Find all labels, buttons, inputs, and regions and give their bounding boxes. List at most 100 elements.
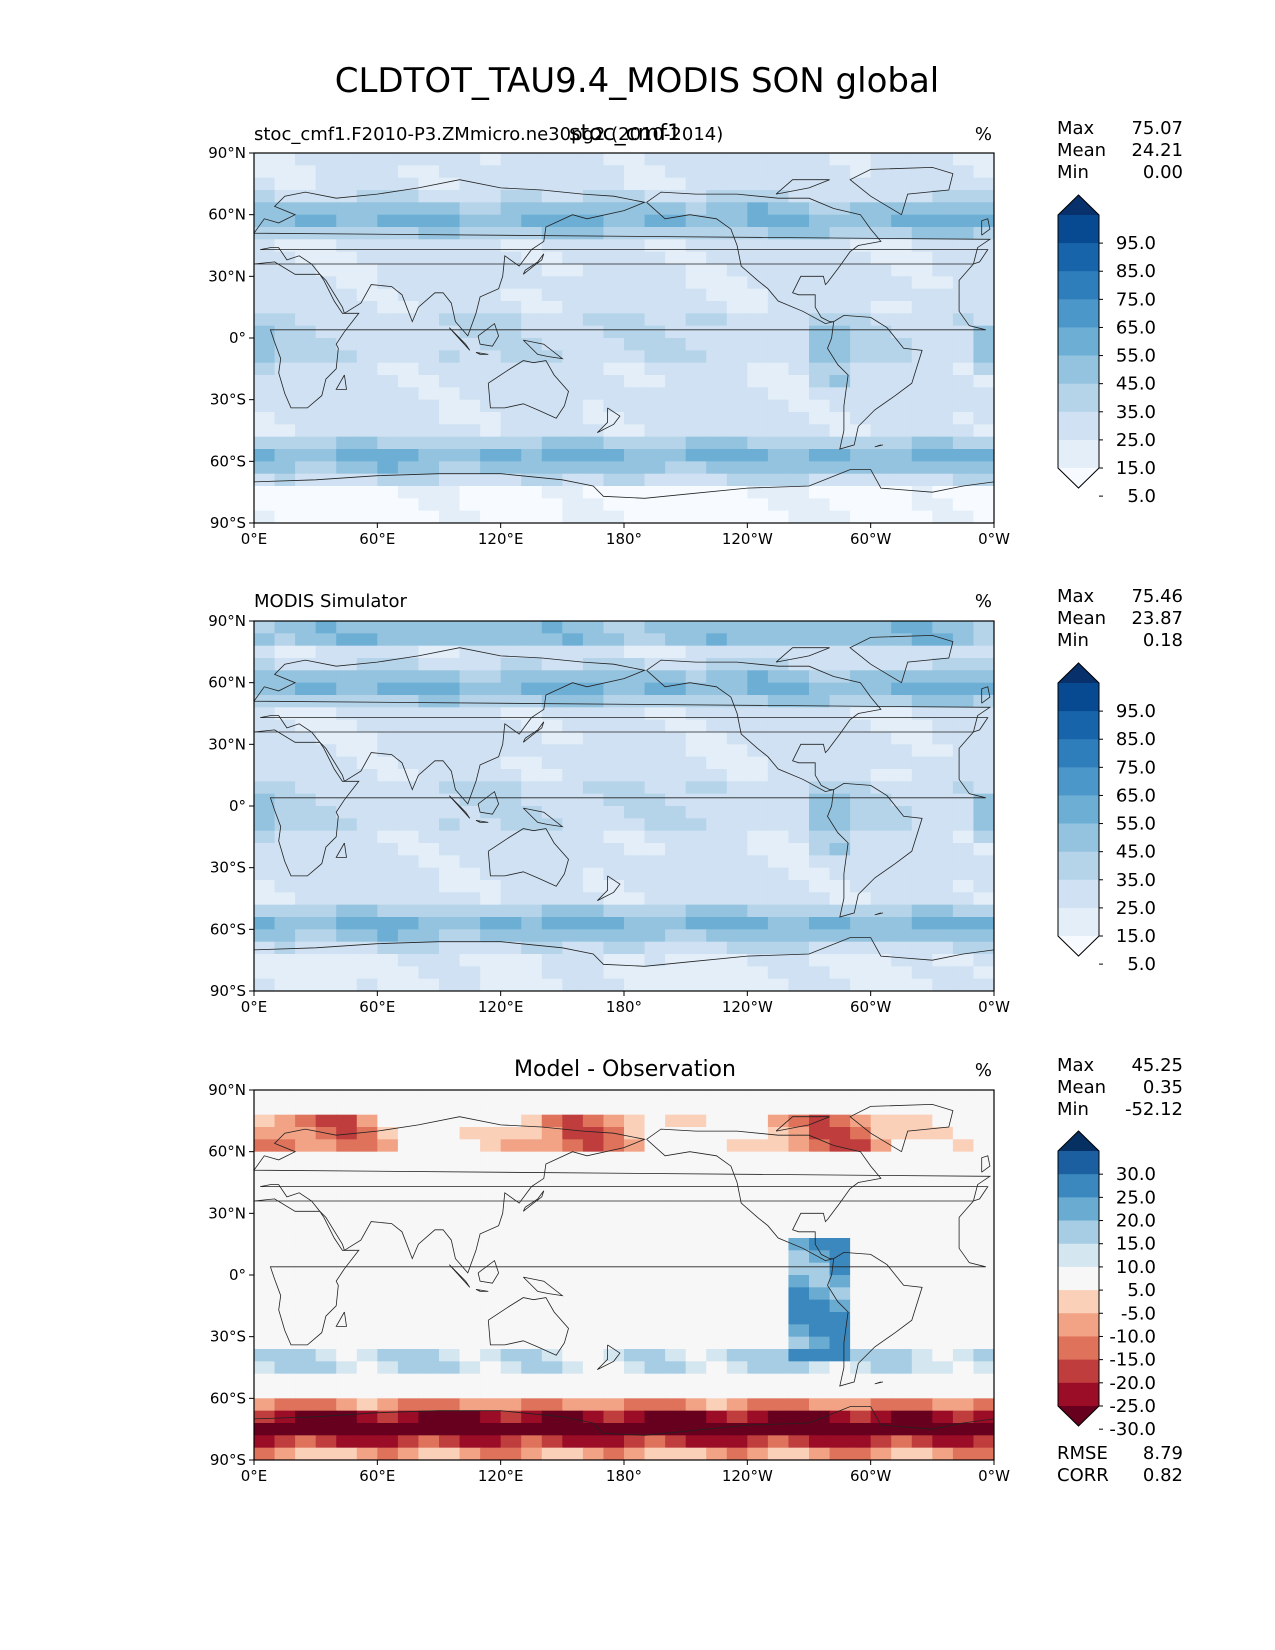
- heatmap-cell: [665, 719, 687, 733]
- heatmap-cell: [439, 165, 461, 179]
- heatmap-cell: [418, 1423, 440, 1436]
- heatmap-cell: [891, 449, 913, 462]
- heatmap-cell: [706, 486, 728, 499]
- heatmap-cell: [439, 1447, 461, 1460]
- heatmap-cell: [439, 756, 461, 770]
- heatmap-cell: [829, 744, 851, 758]
- heatmap-cell: [418, 338, 440, 351]
- heatmap-cell: [706, 153, 728, 166]
- heatmap-cell: [541, 855, 563, 869]
- heatmap-cell: [397, 498, 420, 512]
- heatmap-cell: [685, 1127, 707, 1140]
- heatmap-cell: [336, 917, 358, 930]
- heatmap-cell: [295, 165, 317, 179]
- heatmap-cell: [952, 1299, 975, 1313]
- heatmap-cell: [562, 288, 584, 302]
- heatmap-cell: [603, 177, 625, 191]
- heatmap-cell: [726, 1299, 748, 1313]
- heatmap-cell: [603, 818, 625, 832]
- heatmap-cell: [439, 1213, 461, 1227]
- axis-ticks: 0°E 60°E 120°E 180° 120°W 60°W 0°W90°N60°N30°N…: [208, 1081, 1010, 1485]
- heatmap-cell: [932, 695, 954, 708]
- heatmap-cell: [377, 1250, 399, 1264]
- heatmap-cell: [315, 276, 337, 290]
- heatmap-cell: [726, 658, 748, 671]
- heatmap-cell: [850, 719, 872, 733]
- heatmap-cell: [726, 1188, 748, 1202]
- heatmap-cell: [541, 1361, 563, 1375]
- heatmap-cell: [706, 867, 728, 881]
- heatmap-cell: [295, 301, 317, 314]
- heatmap-cell: [850, 1324, 872, 1338]
- heatmap-cell: [788, 214, 810, 228]
- heatmap-cell: [747, 1336, 769, 1350]
- heatmap-cell: [295, 424, 317, 438]
- heatmap-cell: [521, 202, 543, 216]
- heatmap-cell: [685, 1139, 707, 1153]
- heatmap-cell: [829, 756, 851, 770]
- heatmap-cell: [315, 954, 337, 967]
- heatmap-cell: [644, 1287, 666, 1301]
- heatmap-cell: [418, 412, 440, 425]
- heatmap-cell: [829, 892, 851, 906]
- heatmap-cell: [644, 264, 666, 277]
- heatmap-cell: [480, 719, 502, 733]
- heatmap-cell: [726, 1151, 748, 1165]
- heatmap-cell: [459, 1176, 481, 1190]
- heatmap-cell: [624, 301, 646, 314]
- heatmap-cell: [439, 1435, 461, 1449]
- heatmap-cell: [952, 941, 975, 955]
- heatmap-cell: [418, 301, 440, 314]
- heatmap-cell: [254, 1188, 276, 1202]
- heatmap-cell: [603, 1435, 625, 1449]
- heatmap-cell: [603, 645, 625, 659]
- x-tick-label: 120°W: [722, 530, 773, 548]
- heatmap-cell: [644, 461, 666, 475]
- heatmap-cell: [377, 1102, 399, 1116]
- heatmap-cell: [665, 1324, 687, 1338]
- coastline: [849, 634, 954, 684]
- heatmap-cell: [665, 153, 687, 166]
- heatmap-cell: [521, 288, 543, 302]
- heatmap-cell: [809, 756, 831, 770]
- heatmap-cell: [829, 806, 851, 819]
- heatmap-cell: [480, 486, 502, 499]
- heatmap-cell: [624, 165, 646, 179]
- heatmap-cell: [603, 793, 625, 807]
- heatmap-cell: [582, 510, 605, 523]
- heatmap-cell: [891, 153, 913, 166]
- heatmap-cell: [788, 449, 810, 462]
- heatmap-cell: [911, 1423, 933, 1436]
- heatmap-cell: [459, 966, 481, 980]
- heatmap-cell: [397, 1312, 420, 1325]
- heatmap-cell: [377, 1164, 399, 1177]
- heatmap-cell: [644, 1250, 666, 1264]
- heatmap-cell: [315, 917, 337, 930]
- heatmap-cell: [644, 892, 666, 906]
- heatmap-cell: [911, 670, 933, 684]
- heatmap-cell: [870, 843, 892, 856]
- colorbar-segment: [1058, 411, 1099, 441]
- heatmap-cell: [397, 830, 420, 844]
- heatmap-cell: [726, 288, 748, 302]
- heatmap-cell: [521, 880, 543, 893]
- heatmap-cell: [829, 781, 851, 795]
- heatmap-cell: [850, 793, 872, 807]
- heatmap-cell: [891, 486, 913, 499]
- heatmap-cell: [726, 1225, 748, 1239]
- heatmap-cell: [747, 486, 769, 499]
- heatmap-cell: [891, 1090, 913, 1103]
- panel-units: %: [975, 591, 992, 612]
- heatmap-cell: [582, 338, 605, 351]
- heatmap-cell: [809, 190, 831, 203]
- heatmap-cell: [706, 350, 728, 364]
- heatmap-cell: [397, 1201, 420, 1214]
- y-tick-label: 60°S: [210, 452, 246, 470]
- heatmap-cell: [747, 375, 769, 388]
- heatmap-cell: [952, 375, 975, 388]
- heatmap-cell: [726, 510, 748, 523]
- heatmap-cell: [767, 350, 790, 364]
- heatmap-cell: [377, 424, 399, 438]
- heatmap-cell: [459, 1139, 481, 1153]
- heatmap-cell: [829, 338, 851, 351]
